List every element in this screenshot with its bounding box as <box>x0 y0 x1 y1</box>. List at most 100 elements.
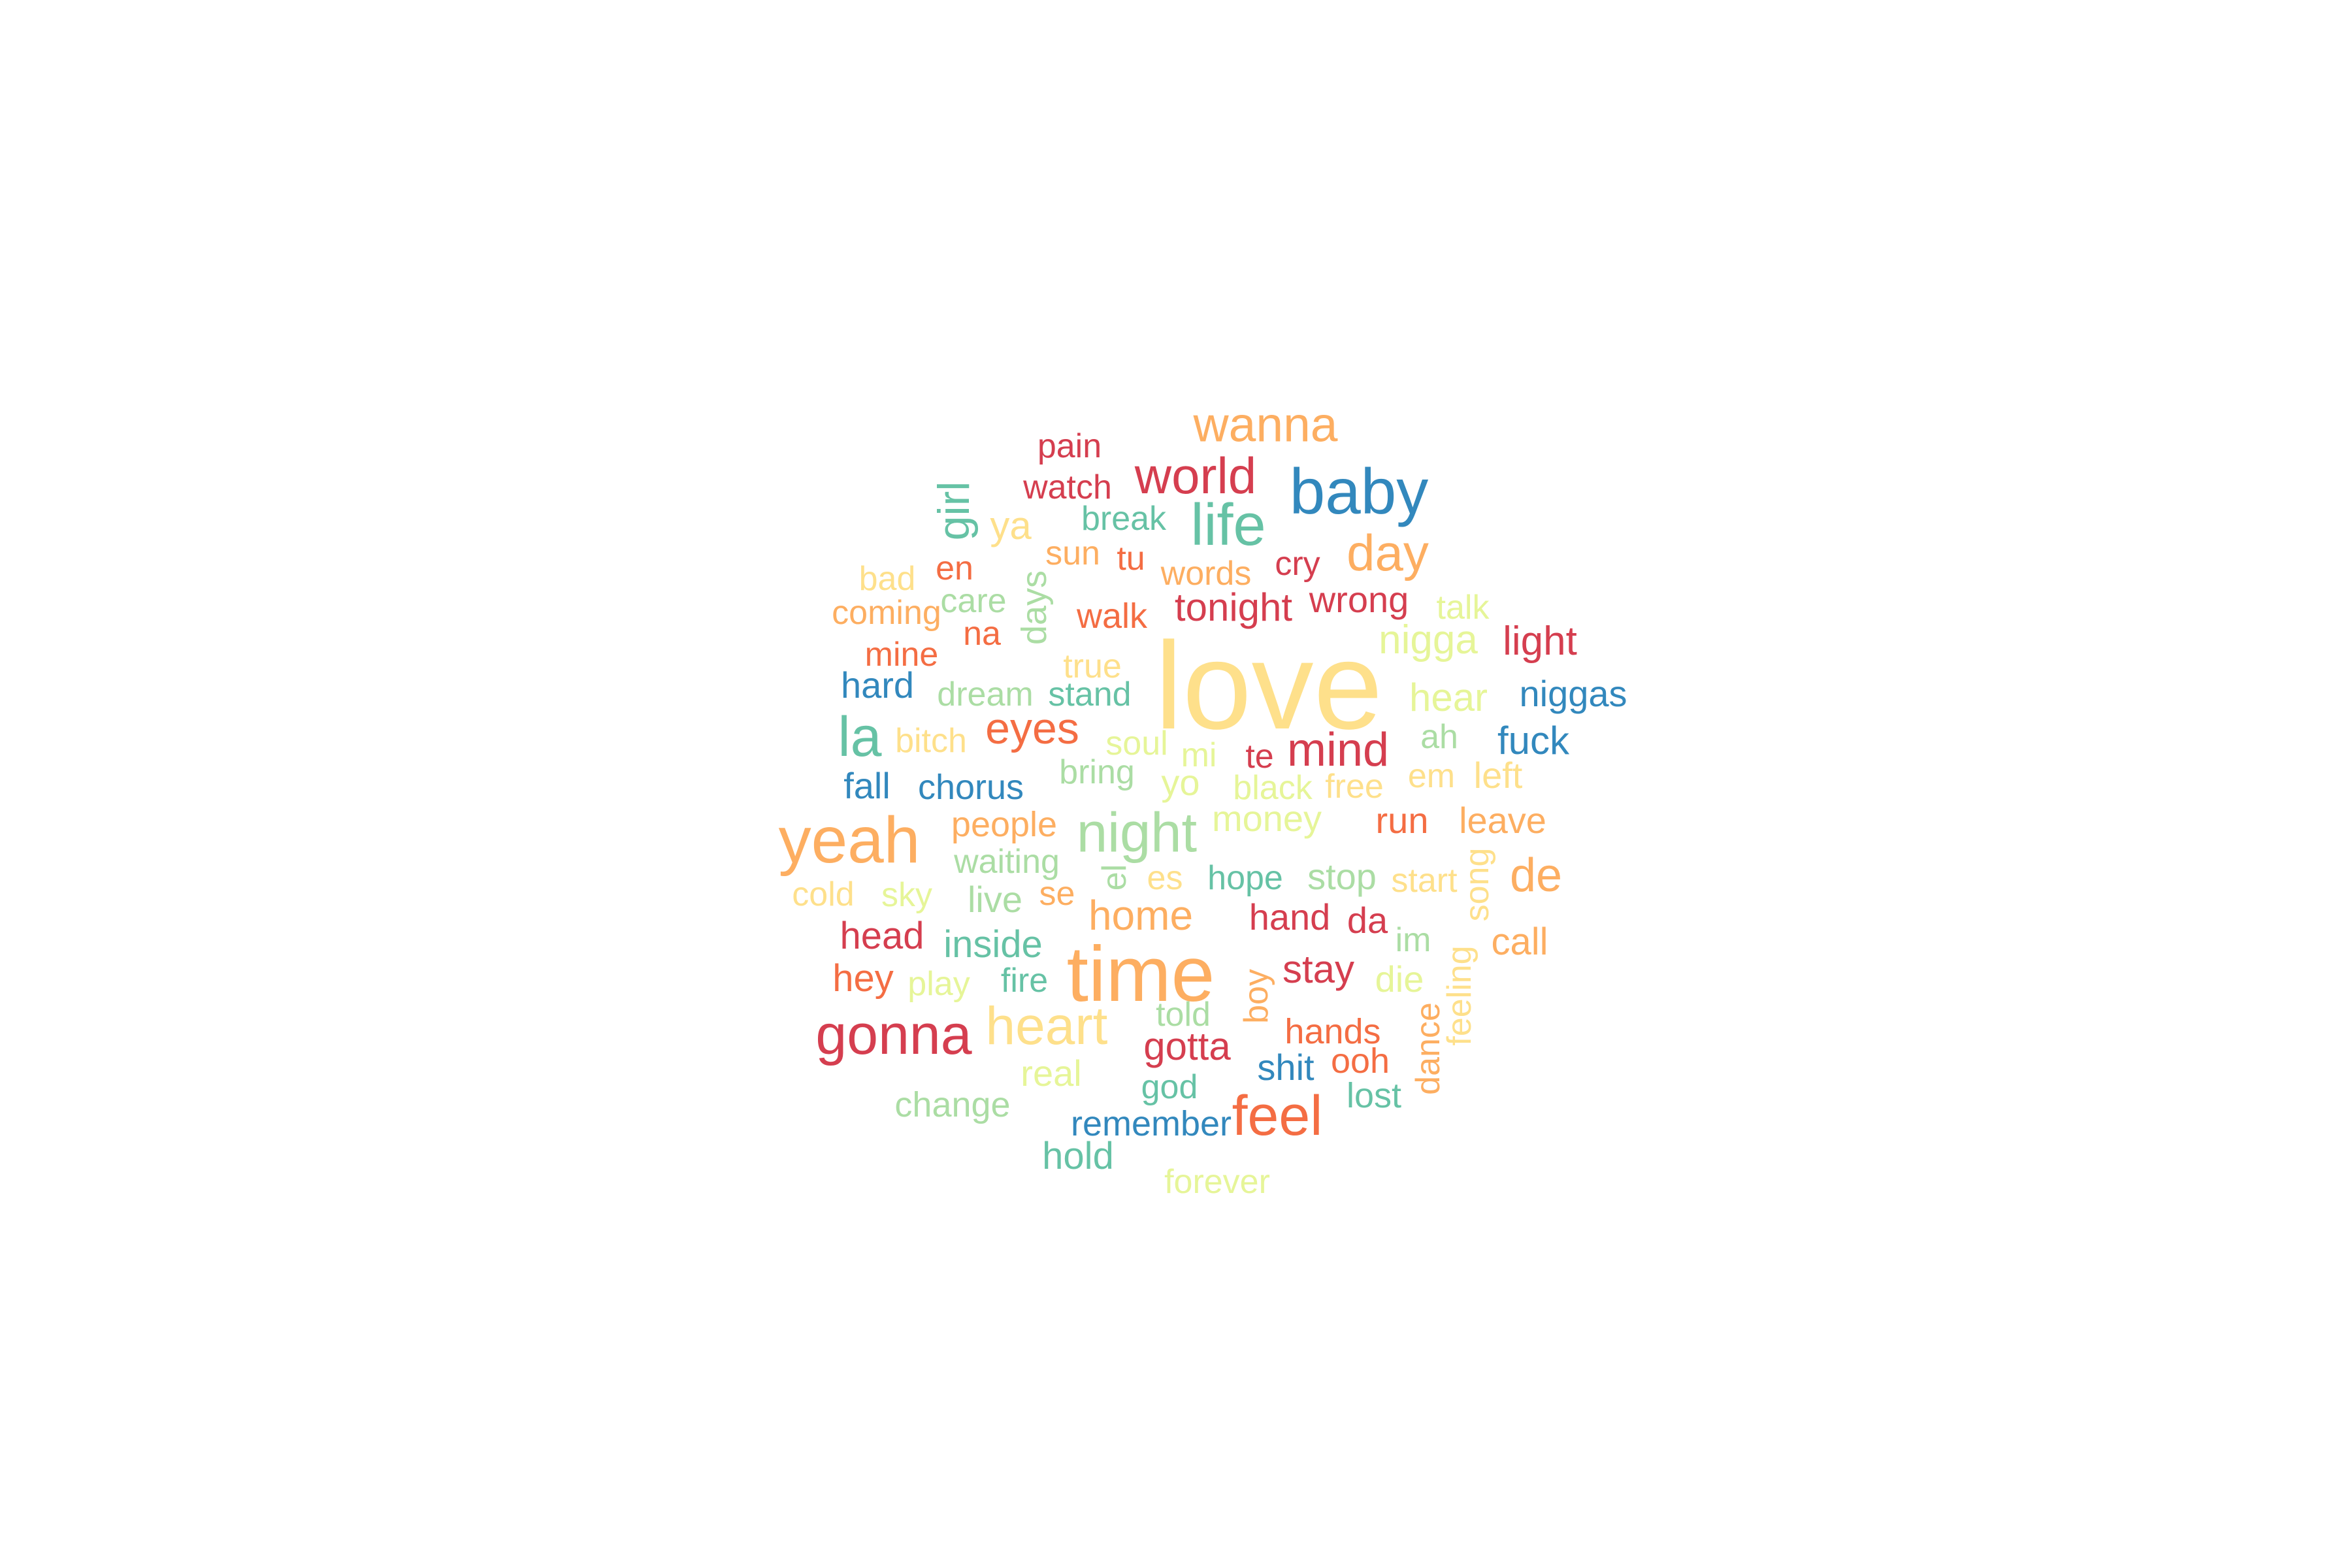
cloud-word-ya: ya <box>990 504 1032 547</box>
cloud-word-mine: mine <box>864 636 939 674</box>
cloud-word-money: money <box>1211 798 1322 839</box>
cloud-word-hands: hands <box>1284 1012 1381 1051</box>
cloud-word-day: day <box>1347 524 1429 581</box>
cloud-word-run: run <box>1375 800 1429 841</box>
cloud-word-lost: lost <box>1346 1076 1402 1115</box>
cloud-word-care: care <box>940 582 1007 620</box>
cloud-word-fall: fall <box>843 765 890 806</box>
cloud-word-tu: tu <box>1117 540 1145 578</box>
cloud-word-told: told <box>1156 996 1211 1034</box>
cloud-word-de: de <box>1509 849 1563 902</box>
cloud-word-mi: mi <box>1181 736 1217 774</box>
cloud-word-eyes: eyes <box>985 704 1079 753</box>
cloud-word-niggas: niggas <box>1519 673 1627 714</box>
cloud-word-dream: dream <box>937 676 1034 713</box>
cloud-word-light: light <box>1503 619 1577 664</box>
cloud-word-words: words <box>1160 555 1252 593</box>
cloud-word-bring: bring <box>1059 753 1135 791</box>
cloud-word-love: love <box>1154 617 1383 755</box>
cloud-word-play: play <box>907 965 970 1003</box>
cloud-word-dance: dance <box>1409 1002 1447 1095</box>
cloud-word-watch: watch <box>1023 468 1112 506</box>
cloud-word-fire: fire <box>1000 962 1049 1000</box>
cloud-word-night: night <box>1076 802 1198 864</box>
cloud-word-life: life <box>1190 493 1266 558</box>
cloud-word-soul: soul <box>1105 725 1168 762</box>
cloud-word-hear: hear <box>1409 676 1488 719</box>
cloud-word-la: la <box>838 706 882 768</box>
cloud-word-head: head <box>840 915 924 957</box>
cloud-word-ah: ah <box>1420 718 1458 756</box>
cloud-word-es: es <box>1147 859 1183 897</box>
cloud-word-call: call <box>1491 921 1548 963</box>
cloud-word-days: days <box>1015 570 1054 645</box>
cloud-word-tonight: tonight <box>1174 585 1293 629</box>
cloud-word-home: home <box>1088 892 1194 939</box>
cloud-word-bitch: bitch <box>895 722 967 760</box>
cloud-word-feel: feel <box>1232 1085 1323 1147</box>
cloud-word-sun: sun <box>1045 534 1100 572</box>
cloud-word-nigga: nigga <box>1379 617 1478 662</box>
cloud-word-forever: forever <box>1164 1163 1270 1201</box>
cloud-word-free: free <box>1325 768 1384 806</box>
cloud-word-real: real <box>1021 1053 1082 1094</box>
cloud-word-im: im <box>1395 921 1431 959</box>
cloud-word-hand: hand <box>1249 896 1331 938</box>
cloud-word-en: en <box>936 549 973 587</box>
cloud-word-god: god <box>1141 1068 1198 1106</box>
cloud-word-feeling: feeling <box>1441 945 1478 1046</box>
cloud-word-break: break <box>1081 500 1167 538</box>
cloud-word-wanna: wanna <box>1193 397 1338 452</box>
cloud-word-black: black <box>1233 769 1313 807</box>
cloud-word-coming: coming <box>832 594 941 632</box>
cloud-word-hope: hope <box>1207 859 1283 897</box>
cloud-word-chorus: chorus <box>917 768 1024 807</box>
cloud-word-inside: inside <box>943 923 1043 966</box>
cloud-word-yeah: yeah <box>778 804 921 877</box>
cloud-word-hold: hold <box>1042 1135 1114 1177</box>
cloud-word-cry: cry <box>1275 545 1320 583</box>
cloud-word-boy: boy <box>1237 969 1275 1024</box>
cloud-word-die: die <box>1375 958 1424 1000</box>
cloud-word-left: left <box>1473 755 1523 796</box>
cloud-word-remember: remember <box>1070 1104 1232 1143</box>
cloud-word-shit: shit <box>1257 1047 1315 1088</box>
cloud-word-mind: mind <box>1286 724 1390 776</box>
cloud-word-cold: cold <box>792 875 855 913</box>
cloud-word-em: em <box>1407 757 1456 795</box>
cloud-word-ooh: ooh <box>1330 1041 1390 1081</box>
cloud-word-leave: leave <box>1459 800 1546 841</box>
cloud-word-se: se <box>1039 875 1075 913</box>
cloud-word-el: el <box>1096 864 1134 891</box>
cloud-word-stop: stop <box>1307 856 1377 897</box>
cloud-word-gonna: gonna <box>815 1004 972 1066</box>
cloud-word-fuck: fuck <box>1497 719 1570 762</box>
cloud-word-baby: baby <box>1289 455 1429 527</box>
cloud-word-waiting: waiting <box>954 843 1060 881</box>
cloud-word-girl: girl <box>929 481 979 541</box>
cloud-word-stand: stand <box>1048 676 1132 713</box>
cloud-word-talk: talk <box>1436 589 1490 627</box>
cloud-word-bad: bad <box>858 560 916 598</box>
cloud-word-sky: sky <box>881 876 932 914</box>
cloud-word-wrong: wrong <box>1309 579 1409 620</box>
cloud-word-te: te <box>1245 738 1274 776</box>
cloud-word-da: da <box>1347 900 1388 941</box>
cloud-word-yo: yo <box>1161 762 1200 803</box>
cloud-word-gotta: gotta <box>1143 1024 1231 1068</box>
cloud-word-start: start <box>1391 862 1458 900</box>
cloud-word-pain: pain <box>1037 427 1102 465</box>
cloud-word-true: true <box>1063 647 1122 685</box>
cloud-word-heart: heart <box>985 996 1108 1056</box>
cloud-word-change: change <box>894 1085 1011 1124</box>
cloud-word-people: people <box>951 805 1058 844</box>
cloud-word-walk: walk <box>1076 596 1148 636</box>
cloud-word-stay: stay <box>1282 947 1355 991</box>
cloud-word-song: song <box>1458 847 1496 922</box>
cloud-word-hard: hard <box>840 664 915 706</box>
cloud-word-live: live <box>967 879 1023 920</box>
cloud-word-time: time <box>1066 930 1215 1018</box>
cloud-word-world: world <box>1134 447 1257 504</box>
cloud-word-hey: hey <box>832 957 894 1000</box>
